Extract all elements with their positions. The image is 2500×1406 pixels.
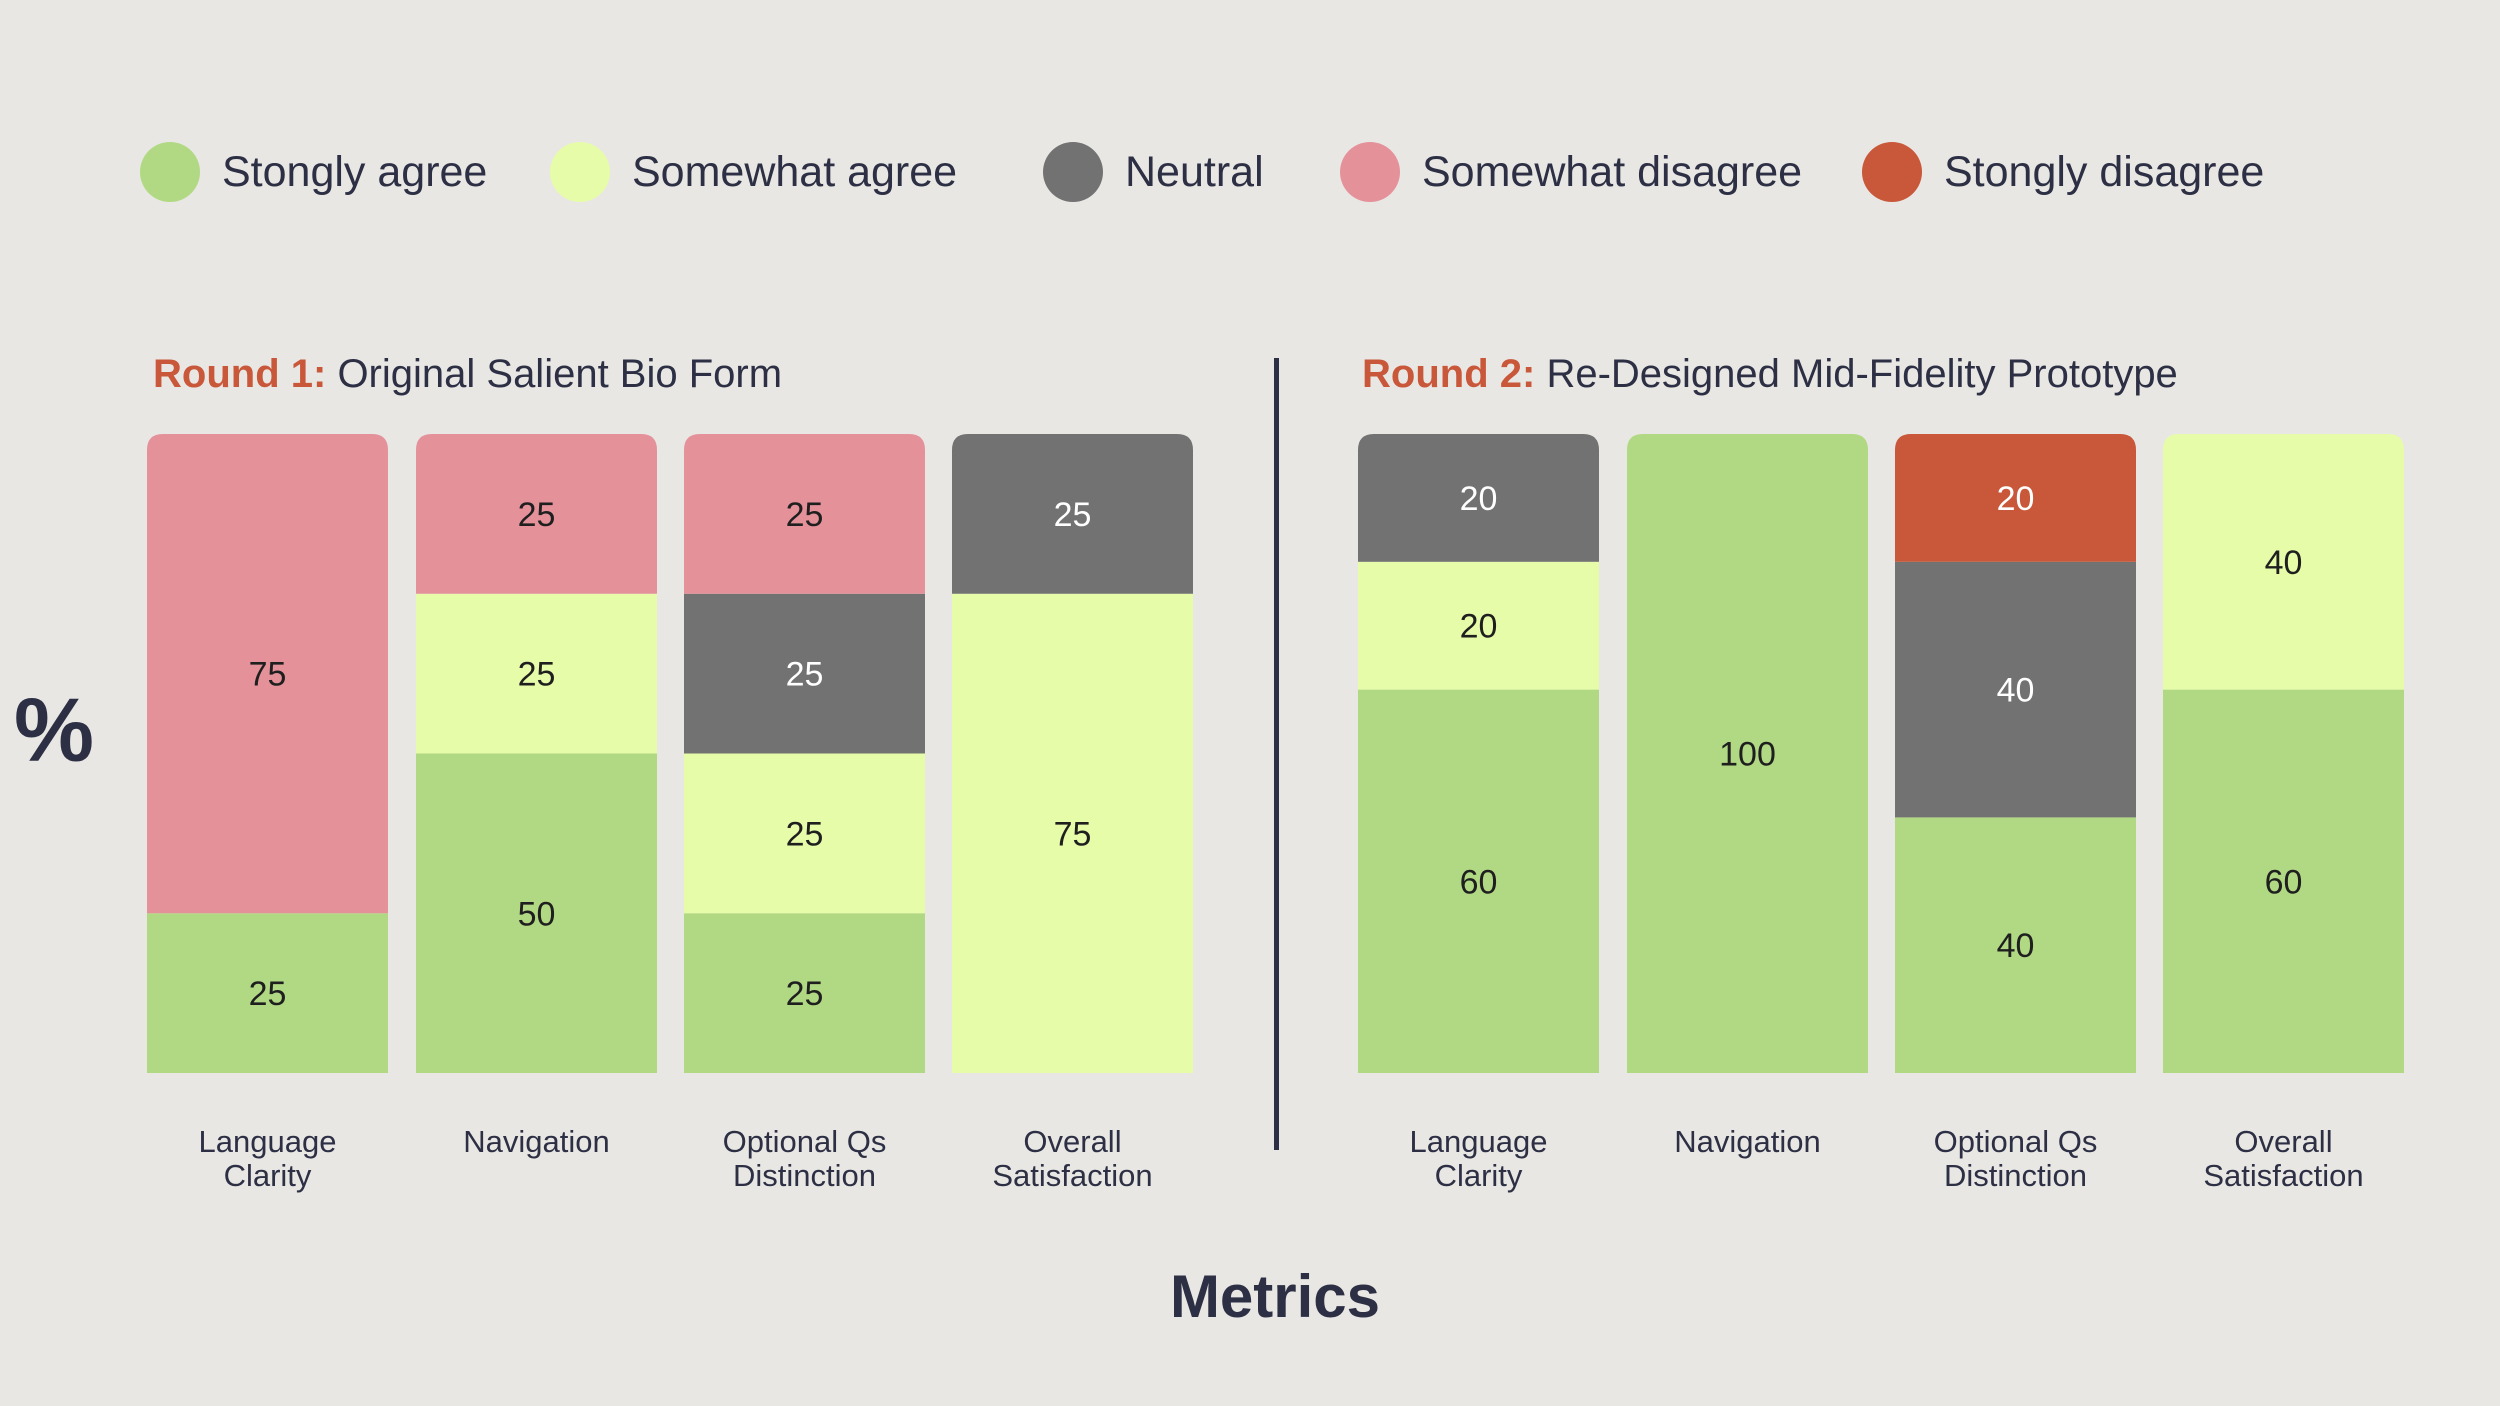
- data-label: 75: [249, 656, 287, 694]
- bar-segment-neutral: [1895, 561, 2136, 818]
- panel-title-round-1: Round 1: Original Salient Bio Form: [153, 352, 782, 397]
- chart-legend: Stongly agree Somewhat agree Neutral Som…: [140, 132, 2440, 212]
- bar-stack: [2163, 434, 2404, 1073]
- x-tick-label: Language Clarity: [1410, 1124, 1548, 1193]
- x-tick-label: Overall Satisfaction: [992, 1124, 1152, 1193]
- x-tick-label: Navigation: [1674, 1124, 1820, 1159]
- bar-stack: [1358, 434, 1599, 1073]
- x-tick-label: Optional Qs Distinction: [1934, 1124, 2098, 1193]
- panel-divider: [1274, 358, 1279, 1150]
- bar-segment-somewhat-agree: [1358, 561, 1599, 690]
- bar-segment-strongly-agree: [416, 753, 657, 1073]
- data-label: 40: [1997, 672, 2035, 710]
- bar-stack: [952, 434, 1193, 1073]
- bar-segment-neutral: [684, 593, 925, 754]
- bar-segment-strongly-agree: [2163, 689, 2404, 1073]
- x-tick-label: Overall Satisfaction: [2203, 1124, 2363, 1193]
- bar-segment-somewhat-agree: [416, 593, 657, 754]
- x-tick-label: Navigation: [463, 1124, 609, 1159]
- data-label: 25: [518, 496, 556, 534]
- y-axis-label: %: [14, 681, 95, 781]
- bar-segment-strongly-agree: [684, 913, 925, 1073]
- data-label: 20: [1460, 480, 1498, 518]
- panel-title-text-1: Original Salient Bio Form: [337, 352, 783, 396]
- legend-swatch-somewhat-agree: [550, 142, 610, 202]
- x-tick-label: Language Clarity: [199, 1124, 337, 1193]
- data-label: 25: [786, 656, 824, 694]
- bar-segment-somewhat-disagree: [684, 434, 925, 594]
- data-label: 60: [1460, 863, 1498, 901]
- bar-stack: [684, 434, 925, 1073]
- panel-round-label-2: Round 2:: [1362, 352, 1536, 396]
- legend-label-strongly-disagree: Stongly disagree: [1944, 148, 2265, 196]
- bar-segment-neutral: [952, 434, 1193, 594]
- bar-segment-strongly-agree: [1627, 434, 1868, 1073]
- data-label: 40: [1997, 927, 2035, 965]
- x-tick-label: Optional Qs Distinction: [723, 1124, 887, 1193]
- legend-swatch-somewhat-disagree: [1340, 142, 1400, 202]
- bar-stack: [1627, 434, 1868, 1073]
- data-label: 25: [786, 815, 824, 853]
- data-label: 25: [786, 496, 824, 534]
- data-label: 75: [1054, 815, 1092, 853]
- stacked-bar-chart: 25 75 Language Clarity 50 25 25 Navigation 25 25 2…: [147, 434, 2404, 1193]
- bar-segment-somewhat-agree: [2163, 434, 2404, 690]
- data-label: 100: [1719, 736, 1776, 774]
- bar-segment-somewhat-agree: [684, 753, 925, 914]
- legend-label-neutral: Neutral: [1125, 148, 1264, 196]
- bar-segment-strongly-agree: [147, 913, 388, 1073]
- data-label: 40: [2265, 544, 2303, 582]
- legend-label-somewhat-disagree: Somewhat disagree: [1422, 148, 1803, 196]
- legend-label-strongly-agree: Stongly agree: [222, 148, 488, 196]
- legend-swatch-strongly-disagree: [1862, 142, 1922, 202]
- legend-swatch-strongly-agree: [140, 142, 200, 202]
- data-label: 50: [518, 895, 556, 933]
- x-axis-label: Metrics: [1169, 1263, 1381, 1330]
- bar-segment-neutral: [1358, 434, 1599, 562]
- panel-title-round-2: Round 2: Re-Designed Mid-Fidelity Protot…: [1362, 352, 2178, 397]
- bar-segment-strongly-agree: [1895, 817, 2136, 1073]
- bar-stack: [147, 434, 388, 1073]
- data-label: 20: [1460, 608, 1498, 646]
- data-label: 20: [1997, 480, 2035, 518]
- panel-title-text-2: Re-Designed Mid-Fidelity Prototype: [1546, 352, 2178, 396]
- data-label: 25: [1054, 496, 1092, 534]
- bar-segment-somewhat-disagree: [147, 434, 388, 914]
- panel-round-label-1: Round 1:: [153, 352, 327, 396]
- bar-stack: [1895, 434, 2136, 1073]
- data-label: 25: [518, 656, 556, 694]
- bar-segment-somewhat-disagree: [416, 434, 657, 594]
- legend-swatch-neutral: [1043, 142, 1103, 202]
- legend-label-somewhat-agree: Somewhat agree: [632, 148, 958, 196]
- bar-segment-strongly-disagree: [1895, 434, 2136, 562]
- bar-segment-somewhat-agree: [952, 593, 1193, 1073]
- data-label: 25: [249, 975, 287, 1013]
- data-label: 25: [786, 975, 824, 1013]
- bar-segment-strongly-agree: [1358, 689, 1599, 1073]
- bar-stack: [416, 434, 657, 1073]
- data-label: 60: [2265, 863, 2303, 901]
